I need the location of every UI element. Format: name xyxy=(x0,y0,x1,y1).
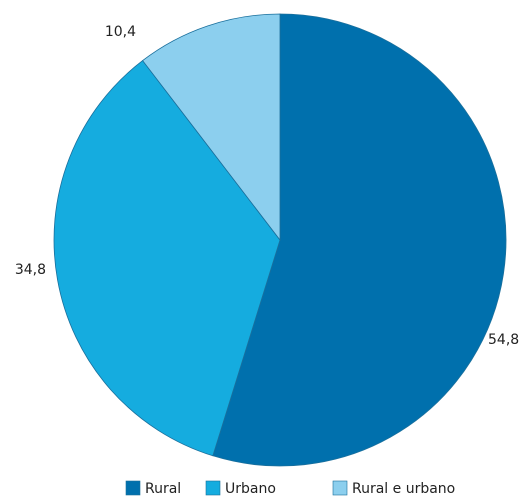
data-label: 34,8 xyxy=(15,262,46,278)
legend-swatch xyxy=(332,480,348,496)
data-label: 10,4 xyxy=(105,24,136,40)
data-label: 54,8 xyxy=(488,332,519,348)
pie-slice xyxy=(212,13,507,467)
pie-slice xyxy=(53,59,281,457)
pie-slice xyxy=(142,13,281,242)
legend-label: Rural xyxy=(145,481,181,497)
legend-label: Rural e urbano xyxy=(352,481,455,497)
legend-label: Urbano xyxy=(225,481,276,497)
legend-swatch xyxy=(205,480,221,496)
legend-swatch xyxy=(125,480,141,496)
